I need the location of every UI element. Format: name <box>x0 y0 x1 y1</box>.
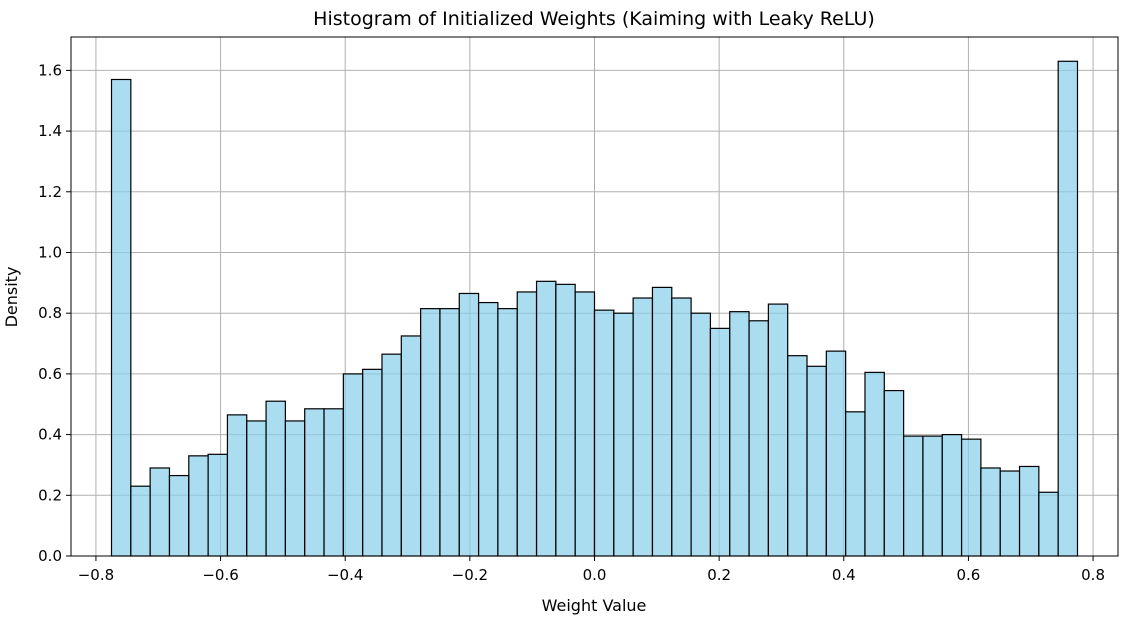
histogram-bar <box>381 353 402 557</box>
y-tick-label: 0.2 <box>38 486 62 504</box>
x-axis-title: Weight Value <box>542 596 647 615</box>
histogram-bar <box>787 355 808 557</box>
histogram-bar <box>342 373 364 557</box>
histogram-bar <box>535 280 557 557</box>
histogram-bar <box>516 291 538 557</box>
histogram-bar <box>999 470 1021 557</box>
y-tick-label: 0.6 <box>38 365 62 383</box>
histogram-bar <box>149 467 171 557</box>
histogram-bar <box>767 303 789 557</box>
histogram-bar <box>477 301 499 557</box>
histogram-bar <box>845 411 866 557</box>
histogram-bar <box>593 309 615 557</box>
x-axis-ticks: −0.8 −0.6 −0.4 −0.2 0.0 0.2 0.4 0.6 0.8 <box>78 556 1105 584</box>
histogram-bar <box>613 312 634 557</box>
histogram-bar <box>304 408 325 557</box>
y-tick-label: 1.2 <box>38 183 62 201</box>
histogram-bar <box>284 420 306 557</box>
histogram-bar <box>980 467 1001 557</box>
y-tick-label: 0.4 <box>38 426 62 444</box>
histogram-bar <box>555 283 576 557</box>
histogram-bar <box>690 312 712 557</box>
y-axis-ticks: 0.0 0.2 0.4 0.6 0.8 1.0 1.2 1.4 1.6 <box>38 61 71 565</box>
histogram-bar <box>960 438 982 557</box>
histogram-bar <box>825 350 847 557</box>
histogram-bar <box>188 455 209 557</box>
histogram-bar <box>323 408 344 557</box>
histogram-bar <box>246 420 267 557</box>
chart-title: Histogram of Initialized Weights (Kaimin… <box>313 8 875 30</box>
histogram-bar <box>1018 465 1040 557</box>
x-tick-label: 0.2 <box>707 566 731 584</box>
y-axis-title: Density <box>2 267 21 328</box>
y-tick-label: 0.0 <box>38 547 62 565</box>
histogram-bar <box>168 474 190 557</box>
histogram-bar <box>883 389 905 557</box>
histogram-bar <box>110 78 132 557</box>
x-tick-label: 0.4 <box>832 566 856 584</box>
histogram-bar <box>748 320 769 557</box>
y-tick-label: 1.4 <box>38 122 62 140</box>
x-tick-label: −0.2 <box>452 566 488 584</box>
histogram-bar <box>941 433 963 557</box>
histogram-bar <box>420 308 441 557</box>
histogram-bar <box>1038 491 1059 557</box>
histogram-bar <box>497 308 518 557</box>
x-tick-label: 0.0 <box>583 566 607 584</box>
y-tick-label: 0.8 <box>38 304 62 322</box>
histogram-bar <box>632 297 654 557</box>
histogram-bar <box>400 335 422 557</box>
histogram-bar <box>671 297 692 557</box>
histogram-bar <box>729 311 750 557</box>
y-tick-label: 1.0 <box>38 243 62 261</box>
y-tick-label: 1.6 <box>38 61 62 79</box>
histogram-bar <box>806 365 827 557</box>
x-tick-label: 0.8 <box>1081 566 1105 584</box>
histogram-bar <box>439 308 460 557</box>
histogram-bar <box>864 371 885 557</box>
x-tick-label: −0.6 <box>202 566 238 584</box>
x-tick-label: 0.6 <box>956 566 980 584</box>
histogram-bar <box>207 453 229 557</box>
histogram-bar <box>903 435 924 557</box>
histogram-bar <box>226 414 248 557</box>
histogram-bar <box>1057 60 1079 557</box>
histogram-bar <box>709 327 731 557</box>
histogram-bar <box>362 368 383 557</box>
x-tick-label: −0.8 <box>78 566 114 584</box>
histogram-bar <box>458 292 480 557</box>
histogram-bar <box>130 485 151 557</box>
histogram-bar <box>574 291 596 557</box>
x-tick-label: −0.4 <box>327 566 363 584</box>
histogram-bar <box>651 286 673 557</box>
histogram-bar <box>265 400 286 557</box>
histogram-bar <box>922 435 943 557</box>
